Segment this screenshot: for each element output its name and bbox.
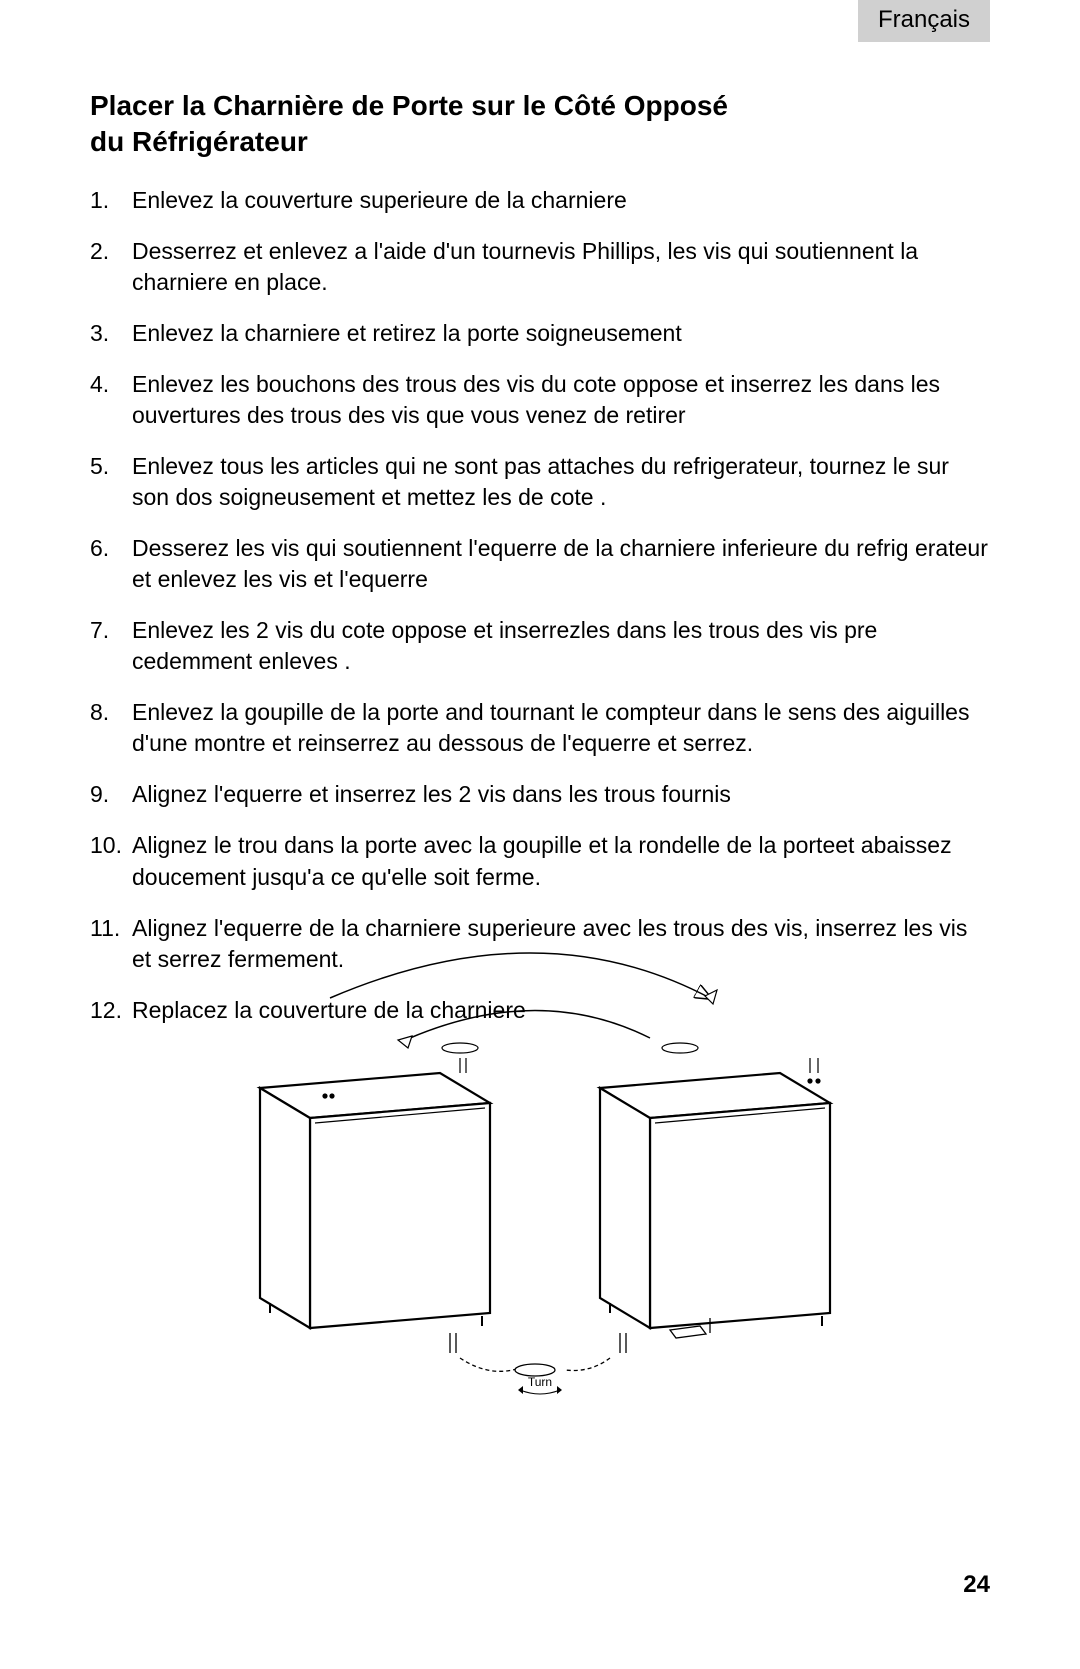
step-item: 7.Enlevez les 2 vis du cote oppose et in… bbox=[90, 615, 990, 677]
page-content: Placer la Charnière de Porte sur le Côté… bbox=[90, 88, 990, 1046]
step-number: 1. bbox=[90, 185, 132, 216]
bottom-hardware-left-icon bbox=[450, 1333, 555, 1376]
step-number: 4. bbox=[90, 369, 132, 431]
step-text: Enlevez tous les articles qui ne sont pa… bbox=[132, 451, 990, 513]
step-text: Enlevez les bouchons des trous des vis d… bbox=[132, 369, 990, 431]
step-text: Alignez le trou dans la porte avec la go… bbox=[132, 830, 990, 892]
step-item: 3.Enlevez la charniere et retirez la por… bbox=[90, 318, 990, 349]
fridge-left-icon bbox=[260, 1073, 490, 1328]
step-number: 3. bbox=[90, 318, 132, 349]
title-line-1: Placer la Charnière de Porte sur le Côté… bbox=[90, 90, 728, 121]
step-number: 6. bbox=[90, 533, 132, 595]
step-number: 5. bbox=[90, 451, 132, 513]
step-text: Enlevez la couverture superieure de la c… bbox=[132, 185, 990, 216]
step-text: Enlevez les 2 vis du cote oppose et inse… bbox=[132, 615, 990, 677]
language-tab: Français bbox=[858, 0, 990, 42]
step-item: 10.Alignez le trou dans la porte avec la… bbox=[90, 830, 990, 892]
diagram-svg: Turn bbox=[150, 938, 930, 1398]
step-text: Enlevez la goupille de la porte and tour… bbox=[132, 697, 990, 759]
step-number: 10. bbox=[90, 830, 132, 892]
step-item: 5.Enlevez tous les articles qui ne sont … bbox=[90, 451, 990, 513]
steps-list: 1.Enlevez la couverture superieure de la… bbox=[90, 185, 990, 1026]
step-item: 9.Alignez l'equerre et inserrez les 2 vi… bbox=[90, 779, 990, 810]
step-text: Enlevez la charniere et retirez la porte… bbox=[132, 318, 990, 349]
door-reversal-diagram: Turn bbox=[90, 938, 990, 1403]
step-text: Alignez l'equerre et inserrez les 2 vis … bbox=[132, 779, 990, 810]
step-item: 8.Enlevez la goupille de la porte and to… bbox=[90, 697, 990, 759]
page-number: 24 bbox=[963, 1571, 990, 1599]
step-number: 7. bbox=[90, 615, 132, 677]
step-number: 9. bbox=[90, 779, 132, 810]
step-item: 1.Enlevez la couverture superieure de la… bbox=[90, 185, 990, 216]
step-number: 2. bbox=[90, 236, 132, 298]
step-item: 4.Enlevez les bouchons des trous des vis… bbox=[90, 369, 990, 431]
title-line-2: du Réfrigérateur bbox=[90, 126, 308, 157]
step-text: Desserez les vis qui soutiennent l'equer… bbox=[132, 533, 990, 595]
step-text: Desserrez et enlevez a l'aide d'un tourn… bbox=[132, 236, 990, 298]
section-title: Placer la Charnière de Porte sur le Côté… bbox=[90, 88, 990, 161]
step-number: 8. bbox=[90, 697, 132, 759]
fridge-right-icon bbox=[600, 1073, 830, 1328]
turn-label: Turn bbox=[528, 1375, 552, 1389]
step-item: 6.Desserez les vis qui soutiennent l'equ… bbox=[90, 533, 990, 595]
step-item: 2.Desserrez et enlevez a l'aide d'un tou… bbox=[90, 236, 990, 298]
